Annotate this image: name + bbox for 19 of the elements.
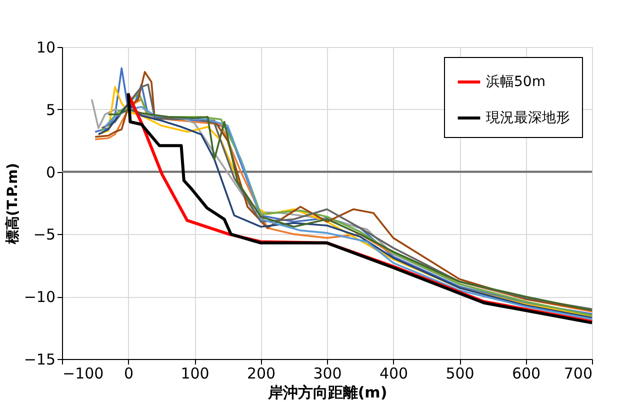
- x-tick-label: 400: [379, 364, 408, 382]
- x-tick-label: 500: [446, 364, 474, 382]
- x-axis-title: 岸沖方向距離(m): [266, 384, 388, 402]
- y-axis-title: 標高(T.P.m): [4, 162, 21, 246]
- x-tick-label: 700: [564, 364, 592, 382]
- x-tick-label: 300: [313, 364, 342, 382]
- y-tick-label: −15: [24, 350, 56, 368]
- x-tick-label: −100: [62, 364, 104, 382]
- y-tick-label: −5: [33, 226, 56, 244]
- y-tick-label: 0: [46, 163, 56, 182]
- x-tick-label: 200: [246, 364, 276, 382]
- legend-label: 浜幅50m: [486, 74, 546, 90]
- legend-label: 現況最深地形: [486, 110, 570, 126]
- x-tick-label: 0: [124, 364, 134, 382]
- x-tick-label: 600: [512, 364, 541, 382]
- x-tick-label: 100: [180, 364, 210, 382]
- y-tick-label: 5: [46, 100, 56, 119]
- y-tick-label: 10: [36, 38, 56, 56]
- y-tick-label: −10: [24, 288, 56, 306]
